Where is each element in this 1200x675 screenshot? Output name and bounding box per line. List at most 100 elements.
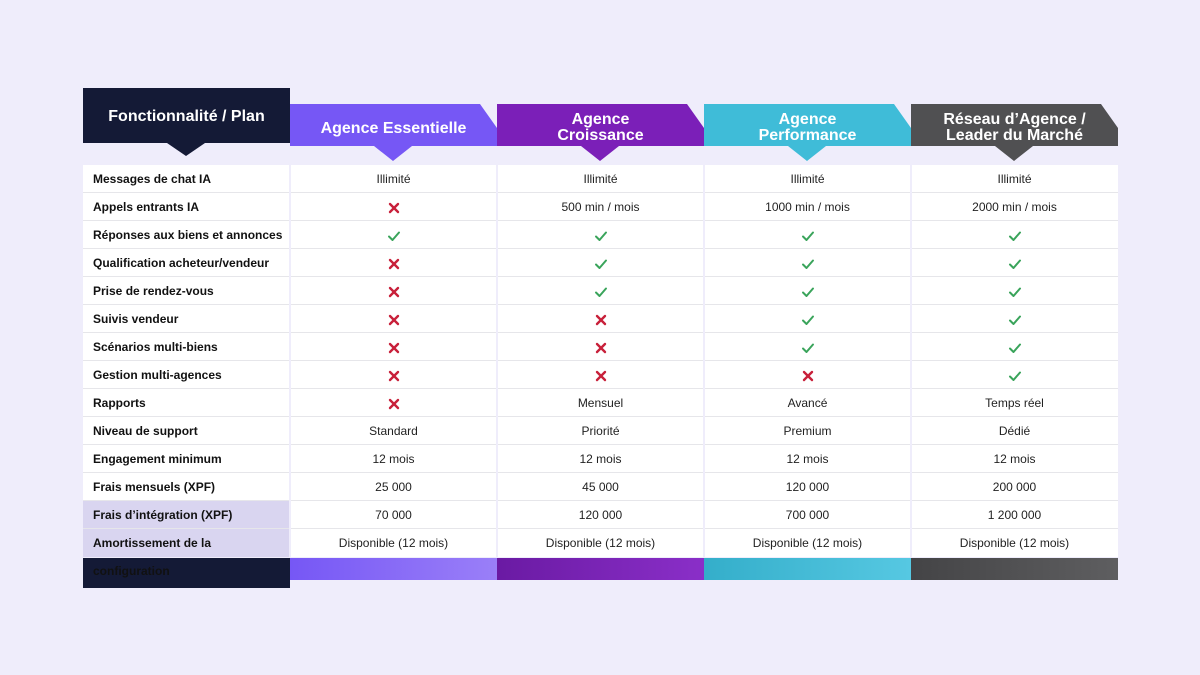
plan-value: Disponible (12 mois)	[338, 536, 449, 550]
plan-value: Illimité	[376, 172, 411, 186]
plan-value: Temps réel	[985, 396, 1044, 410]
check-icon	[704, 277, 911, 305]
feature-label: Niveau de support	[93, 424, 198, 438]
cross-icon	[290, 249, 497, 277]
plan-value: Disponible (12 mois)	[959, 536, 1070, 550]
plan-header-shape	[704, 104, 911, 161]
plan-footer-reseau	[911, 558, 1118, 580]
table-row: Rapports Mensuel Avancé Temps réel	[83, 389, 1118, 417]
plan-value: Illimité	[790, 172, 825, 186]
plan-title-line1: Réseau d’Agence /	[943, 111, 1086, 128]
feature-label: Suivis vendeur	[93, 312, 179, 326]
table-row: Scénarios multi-biens	[83, 333, 1118, 361]
plan-header-shape	[911, 104, 1118, 161]
table-row: Réponses aux biens et annonces	[83, 221, 1118, 249]
check-icon	[704, 333, 911, 361]
plan-header-croissance: Agence Croissance	[497, 88, 704, 161]
feature-label: Amortissement de la configuration	[93, 536, 212, 578]
cross-icon	[290, 305, 497, 333]
cross-icon	[290, 389, 497, 417]
plan-value: 12 mois	[993, 452, 1036, 466]
check-icon	[911, 361, 1118, 389]
plan-value: Mensuel	[577, 396, 624, 410]
plan-footer-performance	[704, 558, 911, 580]
plan-value: Disponible (12 mois)	[545, 536, 656, 550]
table-row: Gestion multi-agences	[83, 361, 1118, 389]
feature-label: Messages de chat IA	[93, 172, 212, 186]
feature-label: Scénarios multi-biens	[93, 340, 218, 354]
plan-value: 45 000	[582, 480, 619, 494]
check-icon	[704, 305, 911, 333]
pricing-table: Fonctionnalité / Plan Agence Essentielle…	[83, 88, 1118, 588]
feature-label: Réponses aux biens et annonces	[93, 228, 283, 242]
feature-label: Appels entrants IA	[93, 200, 200, 214]
plan-value: 1 200 000	[987, 508, 1042, 522]
table-row: Appels entrants IA 500 min / mois 1000 m…	[83, 193, 1118, 221]
cross-icon	[290, 277, 497, 305]
check-icon	[704, 221, 911, 249]
feature-label: Qualification acheteur/vendeur	[93, 256, 270, 270]
plan-value: 12 mois	[786, 452, 829, 466]
cross-icon	[290, 333, 497, 361]
feature-column-title: Fonctionnalité / Plan	[108, 108, 265, 125]
plan-value: Priorité	[581, 424, 620, 438]
table-row: Qualification acheteur/vendeur	[83, 249, 1118, 277]
feature-label: Frais d’intégration (XPF)	[93, 508, 233, 522]
plan-header-shape	[290, 104, 497, 161]
table-row: Engagement minimum 12 mois 12 mois 12 mo…	[83, 445, 1118, 473]
plan-value: 700 000	[785, 508, 830, 522]
feature-label: Engagement minimum	[93, 452, 222, 466]
plan-title-line2: Croissance	[557, 127, 644, 144]
feature-label: Prise de rendez-vous	[93, 284, 214, 298]
check-icon	[911, 221, 1118, 249]
table-row: Messages de chat IA Illimité Illimité Il…	[83, 165, 1118, 193]
feature-label: Frais mensuels (XPF)	[93, 480, 216, 494]
check-icon	[497, 277, 704, 305]
feature-highlight	[83, 529, 290, 557]
plan-value: 25 000	[375, 480, 412, 494]
cross-icon	[290, 193, 497, 221]
plan-value: Standard	[369, 424, 418, 438]
feature-column-header: Fonctionnalité / Plan	[83, 88, 290, 158]
check-icon	[911, 333, 1118, 361]
plan-value: Illimité	[583, 172, 618, 186]
cross-icon	[497, 361, 704, 389]
plan-header-reseau: Réseau d’Agence / Leader du Marché	[911, 88, 1118, 161]
feature-label: Rapports	[93, 396, 146, 410]
table-row: Frais mensuels (XPF) 25 000 45 000 120 0…	[83, 473, 1118, 501]
plan-footer-croissance	[497, 558, 704, 580]
plan-value: 12 mois	[372, 452, 415, 466]
feature-label: Gestion multi-agences	[93, 368, 222, 382]
plan-value: Dédié	[998, 424, 1031, 438]
cross-icon	[704, 361, 911, 389]
plan-value: Premium	[783, 424, 832, 438]
check-icon	[497, 221, 704, 249]
feature-header-shape	[83, 88, 290, 156]
plan-value: Illimité	[997, 172, 1032, 186]
plan-value: 70 000	[375, 508, 412, 522]
check-icon	[911, 305, 1118, 333]
check-icon	[290, 221, 497, 249]
plan-title: Agence Essentielle	[320, 120, 467, 137]
plan-value: 12 mois	[579, 452, 622, 466]
plan-title-line2: Performance	[758, 127, 857, 144]
cross-icon	[290, 361, 497, 389]
plan-header-performance: Agence Performance	[704, 88, 911, 161]
cross-icon	[497, 333, 704, 361]
plan-title-line1: Agence	[571, 111, 630, 128]
plan-value: 500 min / mois	[561, 200, 640, 214]
check-icon	[911, 249, 1118, 277]
plan-value: Disponible (12 mois)	[752, 536, 863, 550]
plan-footer-essentielle	[290, 558, 497, 580]
plan-value: 120 000	[578, 508, 623, 522]
table-row: Prise de rendez-vous	[83, 277, 1118, 305]
table-row: Amortissement de la configuration Dispon…	[83, 529, 1118, 578]
plan-value: 1000 min / mois	[765, 200, 850, 214]
table-row: Frais d’intégration (XPF) 70 000 120 000…	[83, 501, 1118, 529]
plan-value: 120 000	[785, 480, 830, 494]
check-icon	[497, 249, 704, 277]
feature-column-footer	[83, 558, 290, 588]
plan-header-essentielle: Agence Essentielle	[290, 88, 497, 161]
check-icon	[911, 277, 1118, 305]
cross-icon	[497, 305, 704, 333]
